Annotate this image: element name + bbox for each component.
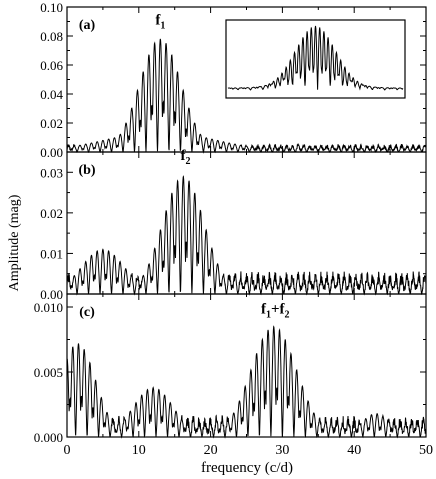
y-tick-label: 0.04	[40, 87, 63, 102]
x-tick-label: 40	[347, 443, 361, 458]
spectrum-line	[66, 38, 427, 154]
y-tick-label: 0.08	[40, 29, 63, 44]
x-tick-label: 50	[419, 443, 433, 458]
y-tick-label: 0.005	[34, 365, 63, 380]
y-tick-label: 0.03	[40, 165, 63, 180]
y-tick-label: 0.01	[40, 246, 63, 261]
y-tick-label: 0.02	[40, 206, 63, 221]
panel-0: 0.00 0.02 0.04 0.06 0.08 0.10 (a) f1	[40, 0, 427, 160]
y-tick-label: 0.00	[40, 287, 63, 302]
x-tick-label: 30	[275, 443, 289, 458]
spectrum-line	[66, 175, 427, 296]
y-tick-label: 0.06	[40, 58, 63, 73]
y-axis-label: Amplitude (mag)	[7, 194, 22, 291]
y-tick-label: 0.00	[40, 145, 63, 160]
y-tick-label: 0.02	[40, 116, 63, 131]
panel-frame	[66, 151, 427, 295]
x-tick-label: 10	[132, 443, 146, 458]
inset-frame	[225, 19, 406, 99]
inset-spectrum-line	[227, 25, 404, 91]
peak-annotation: f1	[155, 12, 165, 31]
spectrum-line	[66, 325, 427, 439]
y-tick-label: 0.10	[40, 0, 63, 15]
panel-2: 0.000 0.005 0.010 (c) f1+f2	[34, 293, 427, 445]
y-tick-label: 0.010	[34, 300, 63, 315]
panel-label: (b)	[78, 163, 95, 178]
panel-label: (a)	[79, 18, 96, 33]
peak-annotation: f2	[180, 148, 190, 167]
panel-1: 0.00 0.01 0.02 0.03 (b) f2	[40, 148, 427, 302]
peak-annotation: f1+f2	[261, 302, 290, 321]
x-tick-label: 20	[204, 443, 218, 458]
panel-label: (c)	[79, 305, 95, 320]
x-axis-label: frequency (c/d)	[201, 460, 293, 476]
x-tick-label: 0	[64, 443, 71, 458]
y-tick-label: 0.000	[34, 430, 63, 445]
